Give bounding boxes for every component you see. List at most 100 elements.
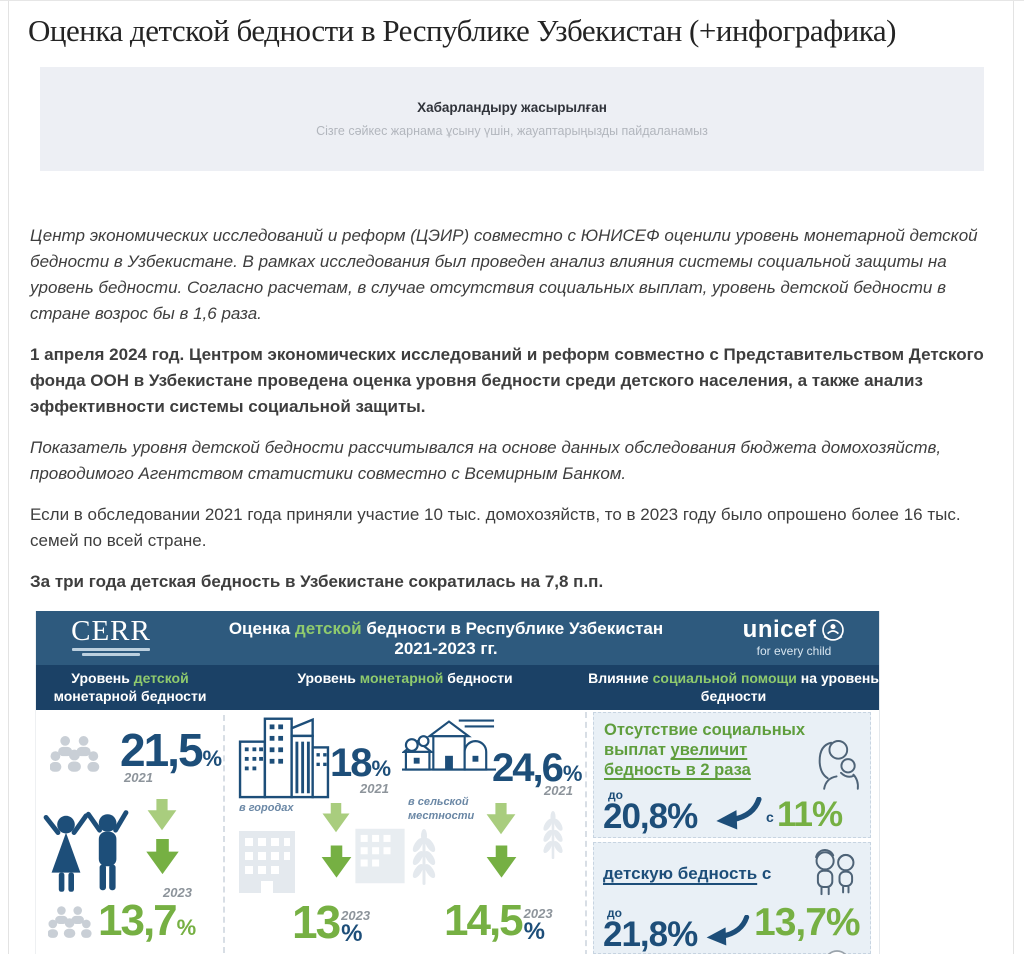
unicef-logo: unicef for every child <box>729 617 859 658</box>
two-children-icon <box>815 849 855 896</box>
urban-2023-number: 13 <box>292 896 341 948</box>
impact-card2-title-underlined: детскую бедность <box>603 864 758 883</box>
rural-caption: в сельской местности <box>408 795 498 823</box>
impact-card2-to-label: до <box>607 906 622 920</box>
impact-line2-underlined: увеличит <box>670 741 748 759</box>
impact-line1: Отсутствие социальных <box>604 721 805 739</box>
rural-2023-number: 14,5 <box>444 896 524 945</box>
overall-2021-unit: % <box>202 746 223 771</box>
title-years: 2021-2023 гг. <box>394 639 498 658</box>
title-green: детской <box>294 619 362 638</box>
impact-line2-plain: выплат <box>604 741 671 759</box>
decrease-arrow-icon <box>486 845 517 878</box>
urban-caption: в городах <box>239 802 294 814</box>
page-title: Оценка детской бедности в Республике Узб… <box>28 13 896 48</box>
page-left-border <box>8 1 9 954</box>
children-silhouette-icon <box>43 810 129 892</box>
ch3-post: на уровень бедности <box>700 670 879 704</box>
impact-card2-from-value: 13,7% <box>754 901 861 944</box>
ad-notice-subtitle: Сізге сәйкес жарнама ұсыну үшін, жауапта… <box>316 124 708 138</box>
unicef-tagline: for every child <box>756 644 832 658</box>
article-body: Центр экономических исследований и рефор… <box>30 223 994 595</box>
ch3-green: социальной помощи <box>652 670 797 686</box>
overall-2023-year: 2023 <box>163 885 192 900</box>
infographic-header: CERR Оценка детской бедности в Республик… <box>36 611 879 665</box>
urban-2023-year: 2023 <box>341 908 371 923</box>
rural-2023-value: 14,5 2023% <box>444 896 553 945</box>
infographic: CERR Оценка детской бедности в Республик… <box>35 611 880 954</box>
rural-2021-value: 24,6% <box>492 748 582 794</box>
infographic-title: Оценка детской бедности в Республике Узб… <box>186 619 706 659</box>
overall-2021-number: 21,5 <box>120 724 204 776</box>
wheat-icon <box>412 829 436 885</box>
cerr-logo-subtext <box>72 648 150 656</box>
people-group-icon <box>50 736 100 772</box>
rural-2021-number: 24,6 <box>492 746 564 790</box>
faded-building-icon <box>239 831 295 893</box>
curved-arrow-icon <box>706 915 750 946</box>
rural-caption-line2: местности <box>408 810 475 822</box>
paragraph-survey: Если в обследовании 2021 года приняли уч… <box>30 505 961 550</box>
unicef-globe-icon <box>822 619 845 641</box>
cerr-logo: CERR <box>56 616 166 656</box>
paragraph-summary: За три года детская бедность в Узбекиста… <box>30 572 604 591</box>
impact-card1-text: Отсутствие социальных выплат увеличит бе… <box>604 720 819 780</box>
title-pre: Оценка <box>228 619 295 638</box>
curved-arrow-icon <box>716 797 762 830</box>
rural-2023-year: 2023 <box>523 906 553 921</box>
impact-card2-title: детскую бедность с <box>603 864 771 884</box>
hidden-ad-notice[interactable]: Хабарландыру жасырылған Сізге сәйкес жар… <box>40 67 984 171</box>
urban-2021-value: 18% <box>330 743 391 789</box>
impact-card1-to-label: до <box>608 788 623 802</box>
overall-2023-unit: % <box>176 915 197 940</box>
ch1-green: детской <box>133 670 189 686</box>
urban-2021-year: 2021 <box>360 781 389 796</box>
rural-caption-line1: в сельской <box>408 796 469 808</box>
impact-card1-to-value: 20,8% <box>603 797 698 836</box>
ch1-post: монетарной бедности <box>53 688 207 704</box>
ch2-green: монетарной <box>359 670 444 686</box>
village-houses-icon <box>402 719 496 771</box>
urban-2021-number: 18 <box>330 741 372 785</box>
rural-2023-unit: % <box>523 918 545 945</box>
city-buildings-icon <box>238 717 330 799</box>
overall-2021-value: 21,5% <box>120 727 222 782</box>
impact-card-child-poverty: детскую бедность с до 21,8% <box>593 842 871 954</box>
urban-2023-unit: % <box>341 920 363 947</box>
infographic-column-headers: Уровень детской монетарной бедности Уров… <box>36 665 879 710</box>
rural-2021-unit: % <box>562 761 583 786</box>
page-right-border <box>1013 1 1014 954</box>
rural-2021-year: 2021 <box>544 783 573 798</box>
urban-2023-value: 13 2023% <box>292 896 371 948</box>
decrease-arrow-icon <box>147 799 177 831</box>
faded-building-icon <box>355 828 405 884</box>
ad-notice-title: Хабарландыру жасырылған <box>417 100 607 115</box>
column-header-social-aid: Влияние социальной помощи на уровень бед… <box>586 669 879 705</box>
impact-card1-from-label: с <box>766 809 774 825</box>
mother-and-child-icon <box>818 739 859 790</box>
decrease-arrow-icon <box>321 845 352 878</box>
impact-card2-to-value: 21,8% <box>603 915 698 954</box>
overall-2023-number: 13,7 <box>98 896 178 945</box>
column-separator-2 <box>585 712 587 954</box>
ch3-pre: Влияние <box>588 670 653 686</box>
decrease-arrow-icon <box>322 803 350 833</box>
people-group-small-icon <box>48 906 92 938</box>
impact-card1-from-value: 11% <box>777 795 843 834</box>
column-separator-1 <box>223 715 225 953</box>
impact-card-no-benefits: Отсутствие социальных выплат увеличит бе… <box>593 712 871 838</box>
cut-off-animal-icon <box>827 950 847 954</box>
ch1-pre: Уровень <box>71 670 134 686</box>
urban-2021-unit: % <box>371 756 392 781</box>
cerr-wordmark: CERR <box>71 615 151 647</box>
wheat-icon <box>543 811 563 859</box>
overall-2023-value: 13,7% <box>98 899 196 950</box>
column-header-child-poverty: Уровень детской монетарной бедности <box>36 669 224 705</box>
decrease-arrow-icon <box>146 839 179 875</box>
impact-line3-underlined: бедность в 2 раза <box>604 761 751 779</box>
impact-card2-title-suffix: с <box>757 864 772 883</box>
ch2-pre: Уровень <box>297 670 360 686</box>
unicef-wordmark: unicef <box>742 616 817 643</box>
decrease-arrow-icon <box>486 803 516 835</box>
